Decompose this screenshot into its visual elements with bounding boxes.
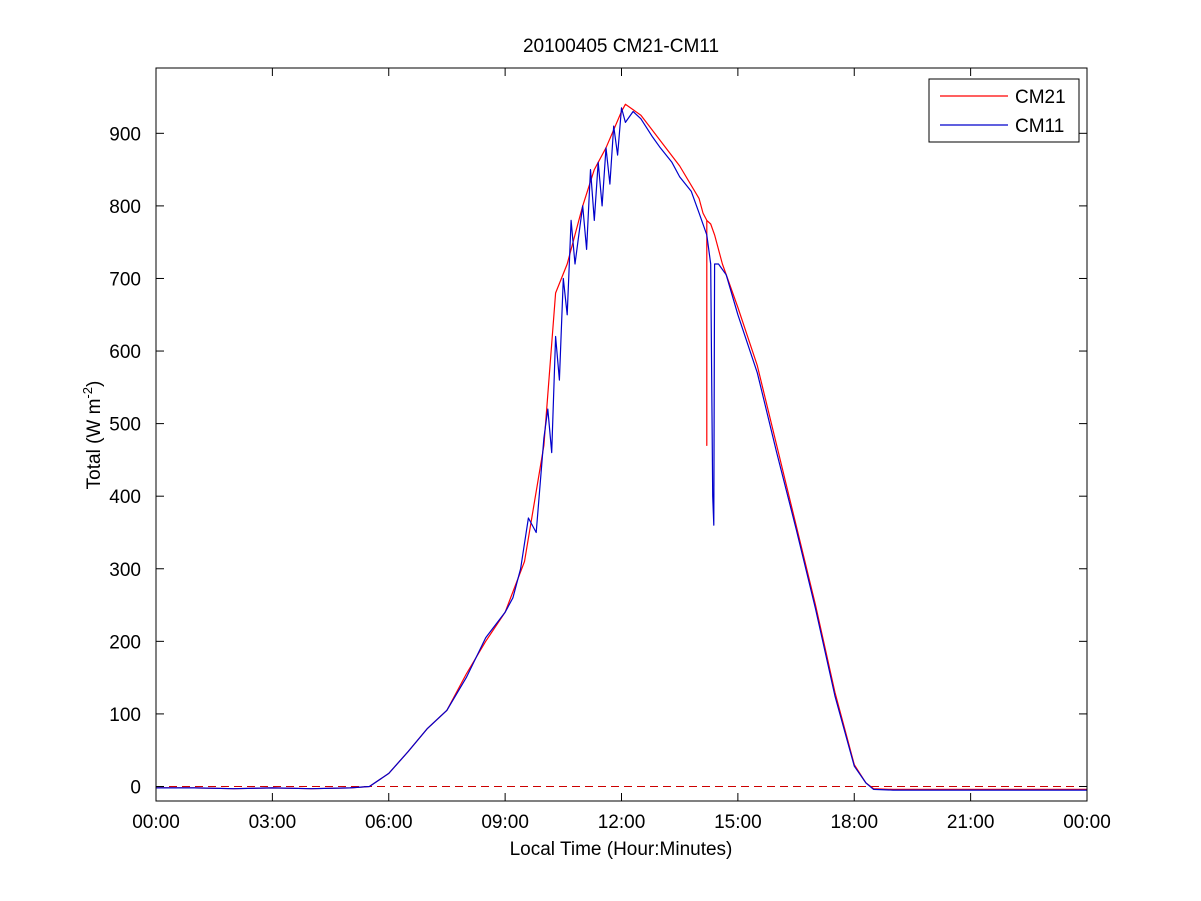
x-tick-label: 21:00 (947, 812, 995, 833)
x-axis-label: Local Time (Hour:Minutes) (510, 839, 733, 860)
legend-label-cm11: CM11 (1015, 116, 1064, 137)
y-tick-label: 200 (109, 632, 141, 653)
x-tick-label: 15:00 (714, 812, 762, 833)
y-tick-label: 700 (109, 269, 141, 290)
y-tick-label: 600 (109, 342, 141, 363)
x-tick-label: 00:00 (1063, 812, 1111, 833)
x-tick-label: 00:00 (132, 812, 180, 833)
y-axis-label-prefix: Total (W m (84, 399, 105, 490)
plot-marks (156, 103, 1087, 791)
x-tick-label: 18:00 (830, 812, 878, 833)
x-tick-label: 03:00 (249, 812, 297, 833)
y-tick-label: 500 (109, 415, 141, 436)
x-tick-label: 09:00 (481, 812, 529, 833)
y-axis-label: Total (W m-2) (80, 381, 105, 490)
y-axis-label-superscript: -2 (80, 387, 95, 399)
y-axis: 0 100 200 300 400 500 600 700 800 900 (109, 124, 1087, 798)
x-tick-label: 12:00 (598, 812, 646, 833)
x-axis: 00:00 03:00 06:00 09:00 12:00 15:00 18:00 21:00… (132, 68, 1111, 833)
y-tick-label: 100 (109, 705, 141, 726)
legend-label-cm21: CM21 (1015, 87, 1066, 108)
x-tick-label: 06:00 (365, 812, 413, 833)
series-line-cm11 (156, 107, 1087, 791)
y-tick-label: 900 (109, 124, 141, 145)
legend-box (928, 78, 1080, 143)
y-tick-label: 300 (109, 560, 141, 581)
y-tick-label: 800 (109, 197, 141, 218)
y-axis-label-suffix: ) (84, 381, 105, 387)
legend: CM21 CM11 (928, 78, 1080, 143)
y-tick-label: 0 (130, 777, 141, 798)
chart-title: 20100405 CM21-CM11 (523, 36, 719, 57)
y-tick-label: 400 (109, 487, 141, 508)
